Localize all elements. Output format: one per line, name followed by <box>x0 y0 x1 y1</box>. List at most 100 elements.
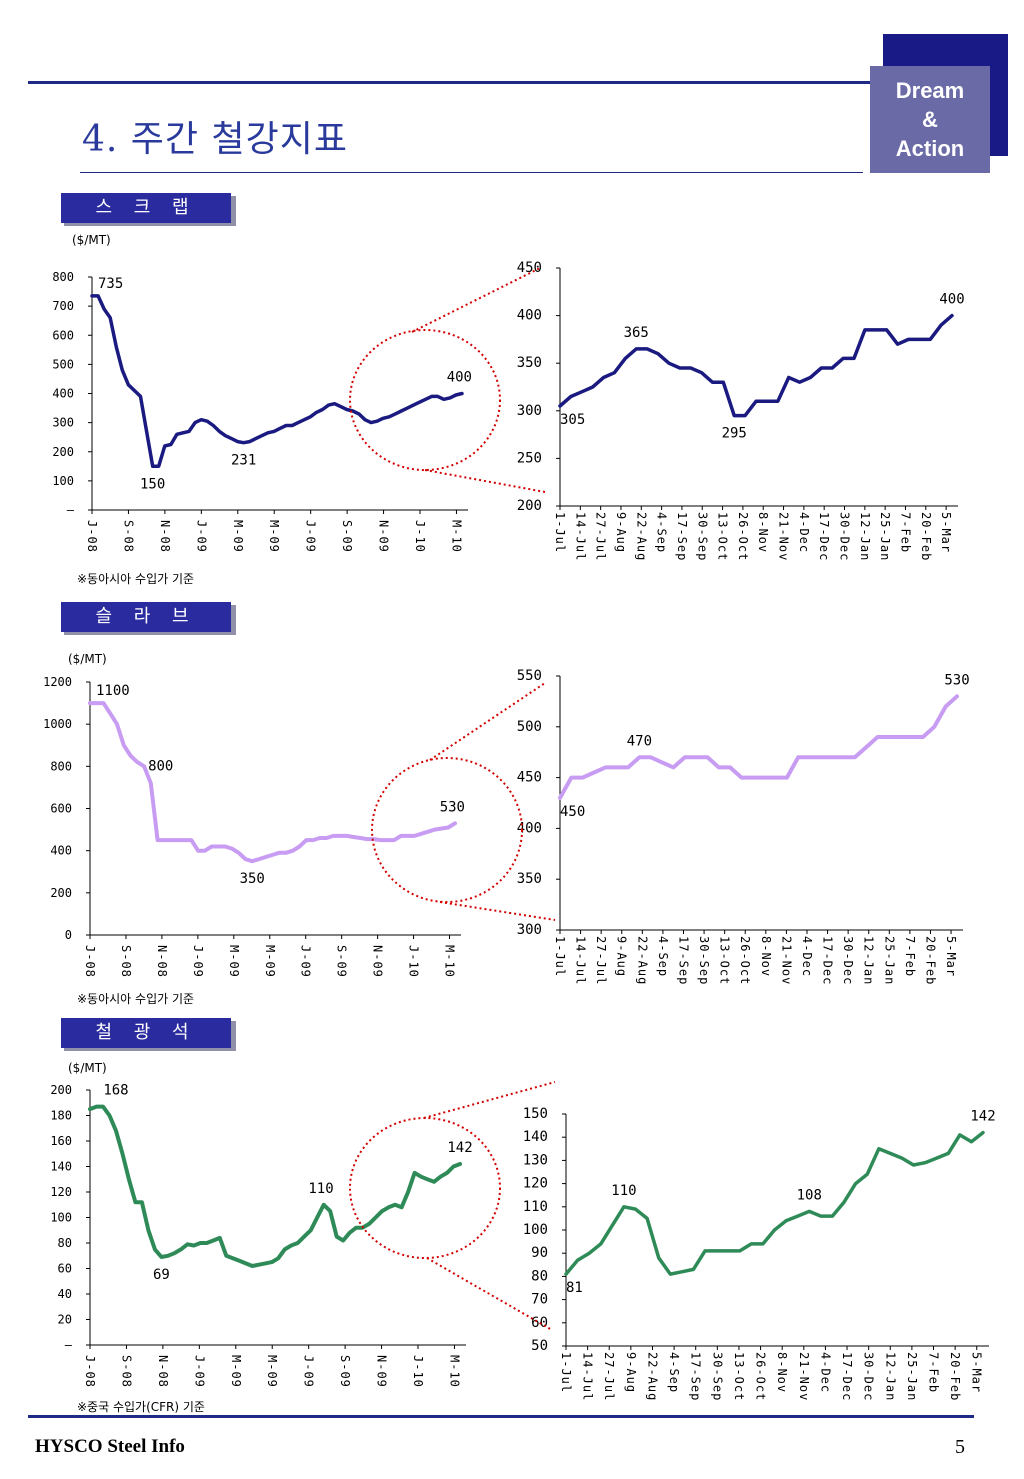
data-label: 108 <box>797 1187 822 1203</box>
x-tick-label: S-08 <box>121 520 135 553</box>
y-tick-label: 130 <box>523 1152 548 1168</box>
y-tick-label: 140 <box>50 1160 72 1174</box>
x-tick-label: 17-Sep <box>689 1352 703 1401</box>
x-tick-label: S-09 <box>338 1355 352 1388</box>
x-tick-label: S-08 <box>119 1355 133 1388</box>
y-tick-label: 300 <box>517 922 542 938</box>
x-tick-label: 25-Jan <box>882 936 896 985</box>
x-tick-label: M-09 <box>227 945 241 978</box>
section-label-slab: 슬 라 브 <box>61 602 231 632</box>
zoom-connector <box>411 267 541 333</box>
data-label: 365 <box>624 325 649 341</box>
x-tick-label: 27-Jul <box>602 1352 616 1401</box>
data-label: 350 <box>240 871 265 887</box>
x-tick-label: 8-Nov <box>756 512 770 553</box>
x-tick-label: 21-Nov <box>779 936 793 985</box>
x-tick-label: 17-Sep <box>676 936 690 985</box>
data-label: 400 <box>447 370 472 386</box>
x-tick-label: M-10 <box>447 1355 461 1388</box>
source-note: ※동아시아 수입가 기준 <box>77 572 195 586</box>
data-label: 1100 <box>96 683 130 699</box>
data-label: 150 <box>140 476 165 492</box>
data-label: 142 <box>970 1109 995 1125</box>
x-tick-label: 25-Jan <box>905 1352 919 1401</box>
data-label: 142 <box>447 1140 472 1156</box>
x-tick-label: 17-Dec <box>821 936 835 985</box>
y-tick-label: 600 <box>50 802 72 816</box>
x-tick-label: 4-Sep <box>655 512 669 553</box>
y-tick-label: 400 <box>517 308 542 324</box>
x-tick-label: 4-Sep <box>656 936 670 977</box>
x-tick-label: 1-Jul <box>553 936 567 977</box>
x-tick-label: 14-Jul <box>581 1352 595 1401</box>
y-tick-label: 300 <box>52 416 74 430</box>
x-tick-label: M-10 <box>449 520 463 553</box>
x-tick-label: J-08 <box>83 945 97 978</box>
y-tick-label: 0 <box>65 928 72 942</box>
y-tick-label: 60 <box>58 1262 72 1276</box>
data-label: 400 <box>939 292 964 308</box>
x-tick-label: 4-Dec <box>818 1352 832 1393</box>
x-tick-label: 21-Nov <box>797 1352 811 1401</box>
x-tick-label: 17-Sep <box>675 512 689 561</box>
zoom-connector <box>429 682 546 761</box>
x-tick-label: J-09 <box>194 520 208 553</box>
x-tick-label: 20-Feb <box>923 936 937 985</box>
y-tick-label: 250 <box>517 450 542 466</box>
source-note: ※동아시아 수입가 기준 <box>77 992 195 1006</box>
x-tick-label: J-08 <box>83 1355 97 1388</box>
y-tick-label: 600 <box>52 328 74 342</box>
y-tick-label: – <box>67 503 75 517</box>
series-line <box>564 1130 985 1276</box>
zoom-circle <box>371 757 523 903</box>
y-tick-label: 80 <box>531 1268 548 1284</box>
x-tick-label: 17-Dec <box>840 1352 854 1401</box>
x-tick-label: 13-Oct <box>718 936 732 985</box>
data-label: 450 <box>560 804 585 820</box>
y-tick-label: 180 <box>50 1109 72 1123</box>
x-tick-label: 21-Nov <box>777 512 791 561</box>
series-line <box>88 1104 462 1268</box>
x-tick-label: 30-Sep <box>697 936 711 985</box>
y-tick-label: 550 <box>517 668 542 684</box>
x-tick-label: 12-Jan <box>862 936 876 985</box>
series-line <box>558 313 954 418</box>
x-tick-label: N-08 <box>155 945 169 978</box>
data-label: 530 <box>944 672 969 688</box>
y-tick-label: 400 <box>517 820 542 836</box>
y-tick-label: 100 <box>50 1211 72 1225</box>
x-tick-label: S-08 <box>119 945 133 978</box>
y-tick-label: 1200 <box>43 675 72 689</box>
data-label: 110 <box>308 1181 333 1197</box>
y-tick-label: 90 <box>531 1245 548 1261</box>
x-tick-label: J-08 <box>85 520 99 553</box>
x-tick-label: 17-Dec <box>817 512 831 561</box>
y-tick-label: 20 <box>58 1313 72 1327</box>
x-tick-label: M-09 <box>231 520 245 553</box>
x-tick-label: 8-Nov <box>775 1352 789 1393</box>
x-tick-label: M-09 <box>263 945 277 978</box>
zoom-connector <box>424 469 546 493</box>
x-tick-label: J-10 <box>413 520 427 553</box>
x-tick-label: 1-Jul <box>553 512 567 553</box>
y-tick-label: 40 <box>58 1287 72 1301</box>
data-label: 168 <box>103 1083 128 1099</box>
x-tick-label: J-09 <box>299 945 313 978</box>
x-tick-label: 4-Dec <box>800 936 814 977</box>
y-tick-label: 100 <box>523 1222 548 1238</box>
y-tick-label: 500 <box>517 719 542 735</box>
y-tick-label: 200 <box>50 1083 72 1097</box>
badge-line-1: Dream <box>895 78 965 103</box>
unit-label: ($/MT) <box>72 233 111 247</box>
x-tick-label: S-09 <box>335 945 349 978</box>
x-tick-label: 9-Aug <box>615 936 629 977</box>
x-tick-label: 14-Jul <box>573 512 587 561</box>
y-tick-label: 450 <box>517 770 542 786</box>
x-tick-label: 30-Dec <box>862 1352 876 1401</box>
title-underline <box>80 172 863 173</box>
data-label: 470 <box>627 733 652 749</box>
dream-action-badge: Dream & Action <box>870 66 990 173</box>
y-tick-label: 140 <box>523 1129 548 1145</box>
x-tick-label: 9-Aug <box>624 1352 638 1393</box>
